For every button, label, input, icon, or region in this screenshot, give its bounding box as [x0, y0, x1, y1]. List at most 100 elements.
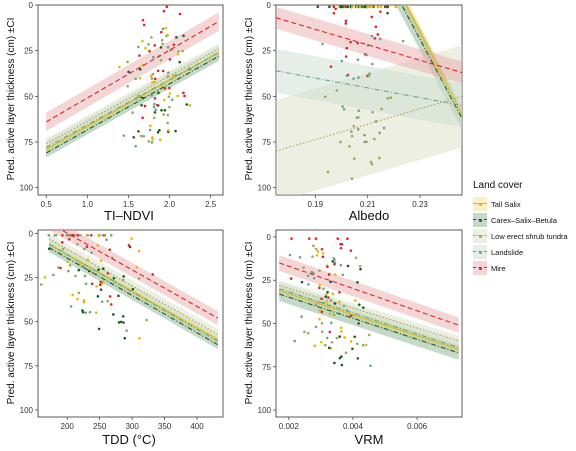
scatter-point — [350, 130, 353, 134]
scatter-point — [159, 46, 163, 49]
y-tick-label: 100 — [258, 184, 272, 193]
scatter-point — [168, 58, 172, 61]
scatter-point — [335, 336, 339, 340]
scatter-point — [352, 157, 356, 160]
scatter-point — [151, 273, 155, 276]
scatter-point — [96, 244, 100, 247]
fit-line — [276, 95, 462, 152]
y-axis-title: Pred. active layer thickness (cm) ±CI — [6, 242, 17, 405]
scatter-point — [177, 50, 180, 53]
scatter-point — [178, 60, 181, 64]
scatter-point — [344, 55, 348, 58]
scatter-point — [162, 9, 166, 13]
legend-label: Low erect shrub tundra — [491, 231, 568, 241]
scatter-point — [303, 330, 306, 334]
scatter-point — [320, 321, 324, 325]
legend-key — [473, 261, 487, 275]
scatter-point — [97, 233, 100, 237]
scatter-point — [320, 310, 324, 314]
scatter-point — [339, 246, 343, 250]
y-axis-title: Pred. active layer thickness (cm) ±CI — [6, 18, 17, 181]
scatter-point — [367, 333, 371, 337]
x-tick-label: 1.0 — [82, 200, 94, 209]
scatter-point — [394, 5, 398, 9]
scatter-point — [122, 321, 125, 324]
scatter-point — [138, 76, 142, 80]
scatter-point — [153, 80, 157, 84]
scatter-point — [318, 286, 321, 290]
legend-key — [473, 245, 487, 259]
scatter-point — [162, 113, 165, 116]
scatter-point — [147, 42, 150, 46]
scatter-point — [69, 305, 73, 308]
scatter-point — [378, 156, 381, 160]
scatter-point — [174, 129, 177, 133]
scatter-point — [328, 5, 331, 9]
scatter-point — [151, 81, 154, 84]
scatter-point — [76, 297, 79, 301]
scatter-point — [328, 312, 332, 316]
plot-area — [37, 229, 224, 418]
scatter-point — [67, 269, 70, 273]
scatter-point — [158, 138, 162, 142]
x-tick-label: 0.006 — [407, 422, 428, 431]
scatter-point — [333, 302, 337, 305]
scatter-point — [112, 276, 116, 280]
scatter-point — [101, 280, 105, 284]
ci-band — [49, 233, 218, 340]
x-tick-label: 350 — [158, 422, 172, 431]
scatter-point — [157, 91, 160, 95]
scatter-point — [172, 74, 175, 78]
scatter-point — [159, 30, 163, 34]
scatter-point — [348, 145, 351, 148]
scatter-point — [332, 5, 336, 9]
scatter-point — [86, 258, 90, 262]
scatter-point — [318, 284, 321, 287]
scatter-point — [368, 5, 372, 9]
scatter-point — [356, 280, 359, 284]
scatter-point — [344, 22, 348, 25]
scatter-point — [121, 315, 125, 318]
scatter-point — [153, 77, 157, 81]
scatter-point — [134, 144, 137, 148]
scatter-point — [340, 363, 344, 367]
scatter-point — [138, 54, 141, 57]
scatter-point — [100, 300, 104, 303]
scatter-point — [126, 84, 129, 88]
scatter-point — [149, 74, 153, 78]
scatter-point — [153, 97, 157, 100]
scatter-point — [327, 346, 331, 350]
fit-line — [276, 70, 462, 107]
x-tick-label: 0.19 — [308, 200, 324, 209]
scatter-point — [178, 12, 182, 16]
scatter-point — [379, 5, 383, 9]
scatter-point — [73, 233, 77, 237]
scatter-point — [367, 74, 371, 78]
scatter-point — [66, 260, 69, 264]
legend-item: Mire — [473, 260, 576, 276]
scatter-point — [88, 310, 92, 314]
y-axis-title: Pred. active layer thickness (cm) ±CI — [244, 18, 255, 181]
scatter-point — [188, 104, 192, 107]
scatter-point — [341, 105, 344, 108]
scatter-point — [340, 330, 343, 333]
scatter-point — [331, 260, 334, 263]
x-tick-label: 250 — [93, 422, 107, 431]
scatter-point — [323, 343, 327, 347]
scatter-point — [356, 41, 360, 45]
x-tick-label: 300 — [125, 422, 139, 431]
scatter-point — [99, 259, 103, 262]
ci-band — [46, 51, 219, 158]
scatter-point — [167, 71, 170, 74]
scatter-point — [61, 233, 64, 237]
scatter-point — [315, 253, 319, 257]
scatter-point — [386, 96, 390, 100]
scatter-point — [290, 237, 293, 240]
scatter-point — [314, 325, 318, 329]
scatter-point — [330, 340, 334, 344]
scatter-point — [376, 5, 380, 9]
scatter-point — [77, 291, 81, 295]
scatter-point — [341, 273, 345, 277]
scatter-point — [365, 5, 369, 9]
scatter-point — [97, 268, 100, 272]
